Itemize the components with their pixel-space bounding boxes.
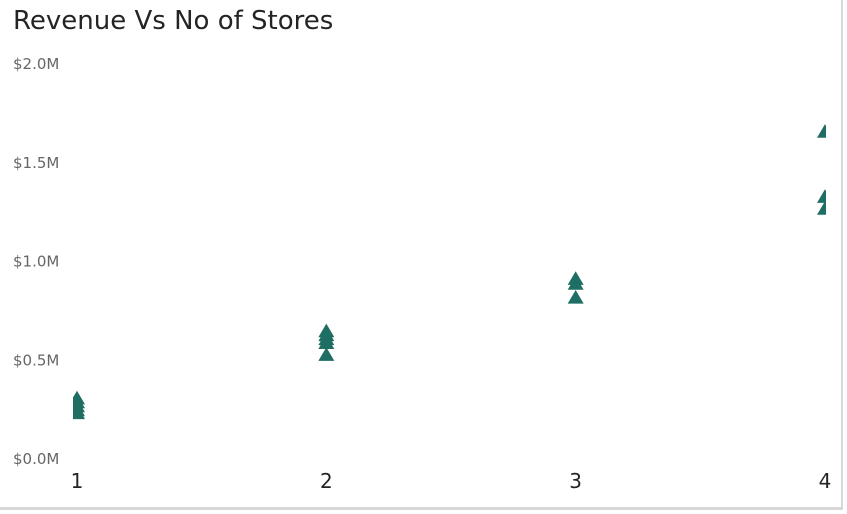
- data-point[interactable]: [817, 201, 833, 215]
- x-tick-label: 2: [320, 469, 333, 493]
- data-point[interactable]: [817, 124, 833, 138]
- data-point[interactable]: [318, 347, 335, 361]
- data-point[interactable]: [318, 335, 335, 350]
- x-tick-label: 1: [71, 469, 84, 493]
- points-group: [69, 124, 833, 420]
- data-point[interactable]: [567, 276, 584, 290]
- x-tick-label: 4: [819, 469, 832, 493]
- data-point[interactable]: [817, 189, 833, 203]
- y-tick-label: $0.0M: [13, 450, 59, 468]
- y-tick-label: $1.0M: [13, 253, 59, 271]
- y-tick-label: $1.5M: [13, 154, 59, 172]
- x-tick-label: 3: [569, 469, 582, 493]
- y-tick-label: $0.5M: [13, 351, 59, 369]
- chart-title: Revenue Vs No of Stores: [13, 6, 334, 36]
- data-point[interactable]: [567, 290, 584, 304]
- y-tick-label: $2.0M: [13, 55, 59, 73]
- data-point[interactable]: [69, 405, 85, 420]
